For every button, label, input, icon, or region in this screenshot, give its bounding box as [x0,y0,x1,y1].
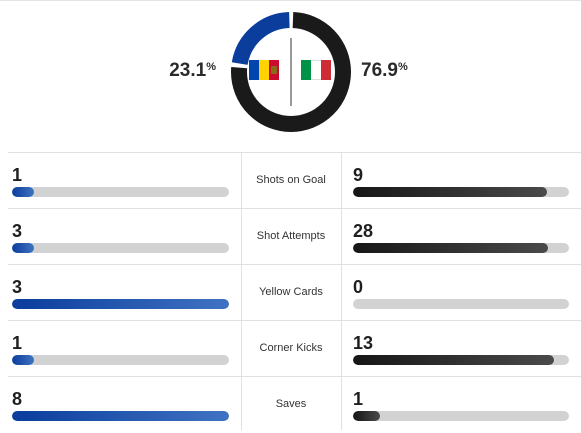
possession-donut-chart [231,10,351,132]
home-stat-value: 8 [12,389,23,409]
home-stat-bar-fill [12,187,34,197]
away-stat-bar [353,411,569,421]
moldova-flag-icon [249,60,279,80]
away-stat-bar-fill [353,411,380,421]
away-stat-bar [353,355,569,365]
away-percent-sign: % [397,61,408,73]
stat-row-yellow-cards: 3 Yellow Cards 0 [0,265,581,321]
home-stat-bar [12,299,229,309]
home-stat-bar-fill [12,299,229,309]
away-stat-bar-fill [353,355,554,365]
stat-row-shot-attempts: 3 Shot Attempts 28 [0,209,581,265]
away-possession: 76.9% [361,60,408,82]
stat-row-shots-on-goal: 1 Shots on Goal 9 [0,153,581,209]
home-stat-value: 3 [12,277,23,297]
home-stat-bar [12,187,229,197]
away-stat-value: 1 [353,389,364,409]
home-stat-bar-fill [12,411,229,421]
row-divider [8,264,581,265]
row-divider [8,376,581,377]
stat-row-corner-kicks: 1 Corner Kicks 13 [0,321,581,377]
stat-label: Shot Attempts [256,230,326,242]
home-stat-bar [12,411,229,421]
away-stat-bar [353,187,569,197]
row-divider [8,320,581,321]
away-stat-value: 0 [353,277,364,297]
possession-section: 23.1% 76.9% [0,0,581,152]
stat-label: Corner Kicks [259,342,323,354]
home-stat-value: 1 [12,165,23,185]
home-percent-sign: % [206,61,216,73]
stat-row-saves: 8 Saves 1 [0,377,581,433]
away-stat-bar [353,243,569,253]
away-stat-bar-fill [353,187,548,197]
away-possession-value: 76.9 [361,60,398,81]
home-possession: 23.1% [169,60,216,82]
away-possession-arc [231,12,351,132]
away-stat-value: 9 [353,165,364,185]
away-stat-bar [353,299,569,309]
home-stat-value: 1 [12,333,23,353]
away-stat-value: 13 [353,333,374,353]
italy-flag-icon [301,60,331,80]
stat-label: Shots on Goal [256,174,326,186]
home-stat-bar-fill [12,243,34,253]
column-divider-right [341,152,342,430]
top-divider [0,0,581,1]
stat-label: Saves [275,398,307,410]
column-divider-left [241,152,242,430]
home-stat-bar [12,355,229,365]
away-stat-bar-fill [353,243,549,253]
home-stat-bar-fill [12,355,34,365]
row-divider [8,208,581,209]
home-stat-bar [12,243,229,253]
home-possession-value: 23.1 [169,60,207,81]
home-stat-value: 3 [12,221,23,241]
row-divider [8,152,581,153]
stat-label: Yellow Cards [259,286,323,298]
away-stat-value: 28 [353,221,374,241]
